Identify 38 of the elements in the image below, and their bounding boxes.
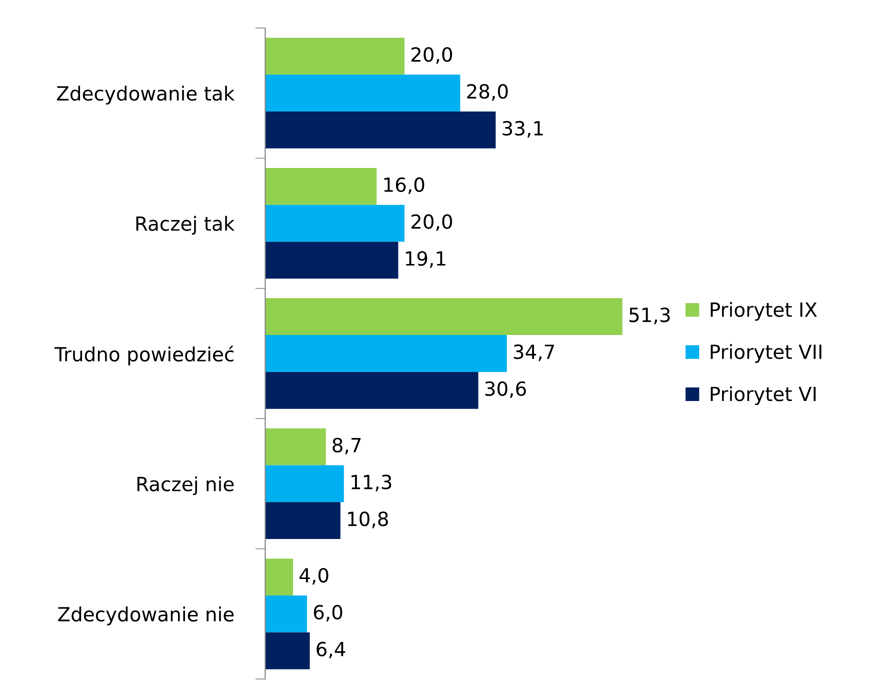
bar <box>265 38 404 75</box>
bar <box>265 204 404 242</box>
data-label: 6,4 <box>316 642 346 658</box>
data-label: 6,0 <box>314 604 342 622</box>
y-tick-label: Zdecydowanie tak <box>56 86 235 105</box>
bar <box>265 168 377 205</box>
data-label: 34,7 <box>514 344 554 362</box>
y-tick-label: Raczej nie <box>137 476 234 496</box>
bar <box>265 372 478 409</box>
bar <box>265 335 507 372</box>
data-label: 33,1 <box>502 120 543 138</box>
data-label: 4,0 <box>300 568 328 585</box>
bar <box>265 502 340 540</box>
legend-label: Priorytet VI <box>710 386 816 406</box>
bar <box>265 74 460 112</box>
data-label: 8,7 <box>332 438 361 454</box>
bar <box>265 632 310 670</box>
y-tick-label: Zdecydowanie nie <box>58 606 234 626</box>
bar <box>265 242 398 279</box>
data-label: 51,3 <box>629 308 670 324</box>
data-label: 28,0 <box>467 84 508 101</box>
bar <box>265 298 622 336</box>
bar <box>265 465 344 502</box>
legend-label: Priorytet VII <box>710 344 822 363</box>
bar <box>265 428 326 466</box>
legend-label: Priorytet IX <box>710 302 817 321</box>
data-label: 16,0 <box>384 177 424 194</box>
data-label: 19,1 <box>406 251 446 268</box>
data-label: 20,0 <box>411 214 452 231</box>
bar <box>265 112 496 148</box>
bar <box>265 558 294 596</box>
y-tick-label: Trudno powiedzieć <box>54 346 234 366</box>
data-label: 11,3 <box>352 474 392 492</box>
data-label: 10,8 <box>348 512 388 528</box>
data-label: 30,6 <box>485 381 526 398</box>
y-tick-label: Raczej tak <box>136 216 235 235</box>
bar <box>265 595 307 632</box>
data-label: 20,0 <box>411 47 452 64</box>
